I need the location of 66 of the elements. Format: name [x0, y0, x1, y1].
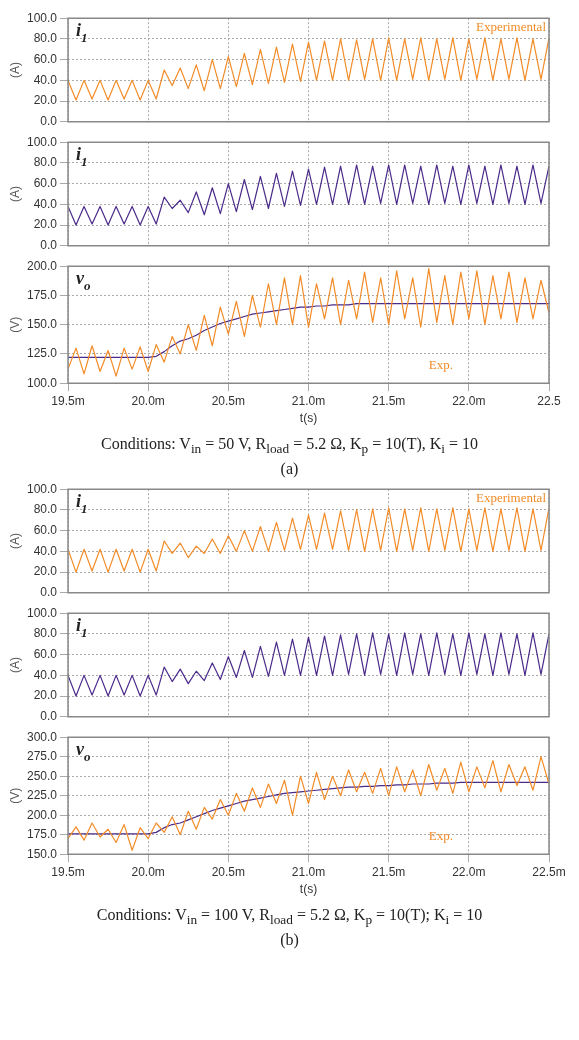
y-tick-label: 40.0 — [33, 196, 58, 211]
y-tick-label: 0.0 — [40, 709, 58, 724]
x-tick-label: 22.0m — [452, 864, 486, 879]
y-tick-label: 150.0 — [26, 846, 58, 861]
x-tick-label: 21.0m — [291, 864, 326, 879]
series-label: Experimental — [475, 19, 547, 35]
y-tick-label: 100.0 — [26, 10, 58, 25]
y-tick-label: 20.0 — [33, 217, 58, 232]
y-tick-label: 0.0 — [40, 585, 58, 600]
y-axis-title: (V) — [7, 316, 22, 333]
y-tick-label: 80.0 — [33, 31, 58, 46]
y-tick-label: 275.0 — [26, 749, 58, 764]
y-tick-label: 20.0 — [33, 688, 58, 703]
x-tick-label: 21.0m — [291, 393, 326, 408]
y-tick-label: 0.0 — [40, 238, 58, 253]
x-tick-label: 20.0m — [131, 864, 165, 879]
y-tick-label: 40.0 — [33, 543, 58, 558]
y-tick-label: 125.0 — [26, 346, 58, 361]
y-tick-label: 225.0 — [26, 788, 58, 803]
y-tick-label: 200.0 — [26, 258, 58, 273]
text: Conditions: V$_{in}$ = 50 V, R$_{load}$ = 5.2 Ω, K$_{p}$ = 10(T), K$_{i}$ = 10 — [100, 435, 479, 457]
x-tick-label: 22.0m — [452, 393, 486, 408]
y-tick-label: 175.0 — [26, 287, 58, 302]
y-tick-label: 200.0 — [26, 807, 58, 822]
y-tick-label: 60.0 — [33, 647, 58, 662]
text: (a) — [279, 459, 300, 480]
x-tick-label: 19.5m — [51, 393, 85, 408]
y-axis-title: (A) — [7, 533, 22, 550]
text: (b) — [279, 930, 300, 951]
y-tick-label: 20.0 — [33, 93, 58, 108]
text: Exp. — [428, 357, 453, 373]
x-tick-label: 20.5m — [211, 864, 246, 879]
text: Exp. — [428, 828, 453, 844]
y-tick-label: 100.0 — [26, 134, 58, 149]
x-axis-title: t(s) — [299, 411, 318, 426]
y-tick-label: 100.0 — [26, 481, 58, 496]
y-tick-label: 150.0 — [26, 317, 58, 332]
x-tick-label: 19.5m — [51, 864, 85, 879]
y-tick-label: 80.0 — [33, 155, 58, 170]
y-tick-label: 100.0 — [26, 375, 58, 390]
y-axis-title: (A) — [7, 186, 22, 202]
y-tick-label: 300.0 — [26, 729, 58, 744]
y-tick-label: 175.0 — [26, 827, 58, 842]
x-tick-label: 20.0m — [131, 393, 165, 408]
y-tick-label: 100.0 — [26, 605, 58, 620]
y-tick-label: 60.0 — [33, 175, 58, 190]
y-tick-label: 80.0 — [33, 626, 58, 641]
y-axis-title: (V) — [7, 787, 22, 804]
y-axis-title: (A) — [7, 62, 22, 78]
text: Conditions: V$_{in}$ = 100 V, R$_{load}$ = 5.2 Ω, K$_{p}$ = 10(T); K$_{i}$ = 10 — [96, 906, 483, 928]
x-tick-label: 21.5m — [371, 393, 406, 408]
series-label: Experimental — [475, 490, 547, 506]
x-tick-label: 21.5m — [371, 864, 406, 879]
y-tick-label: 80.0 — [33, 502, 58, 517]
y-tick-label: 60.0 — [33, 523, 58, 538]
y-tick-label: 40.0 — [33, 72, 58, 87]
x-axis-title: t(s) — [299, 882, 318, 897]
x-tick-label: 20.5m — [211, 393, 246, 408]
x-tick-label: 22.5 — [537, 393, 561, 408]
y-tick-label: 60.0 — [33, 51, 58, 66]
x-tick-label: 22.5m — [532, 864, 566, 879]
y-axis-title: (A) — [7, 657, 22, 674]
y-tick-label: 0.0 — [40, 114, 58, 129]
y-tick-label: 20.0 — [33, 564, 58, 579]
y-tick-label: 250.0 — [26, 768, 58, 783]
y-tick-label: 40.0 — [33, 667, 58, 682]
